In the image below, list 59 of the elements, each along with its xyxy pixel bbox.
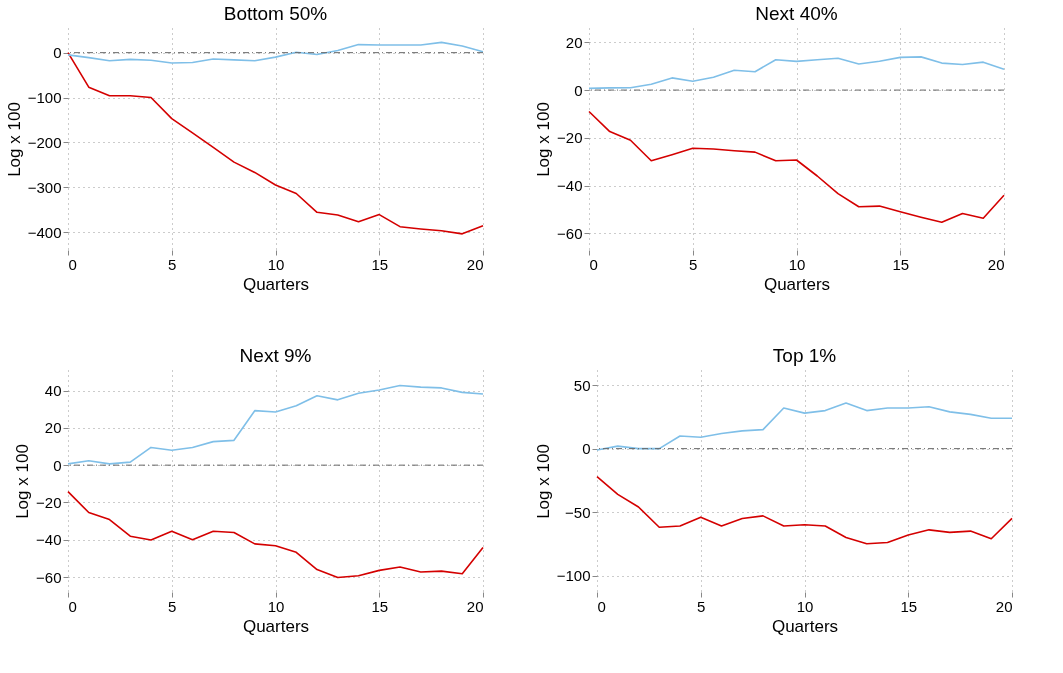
y-axis-title: Log x 100 — [4, 102, 24, 177]
x-tick-label: 15 — [892, 255, 910, 273]
x-tick-label: 10 — [788, 255, 806, 273]
y-tick-label: −200 — [27, 133, 62, 151]
chart-title: Top 1% — [772, 345, 837, 366]
y-tick-label: 0 — [53, 44, 62, 62]
y-tick-label: 20 — [44, 419, 62, 437]
y-axis-title: Log x 100 — [13, 444, 33, 519]
y-tick-label: −60 — [557, 224, 583, 242]
y-axis-title: Log x 100 — [534, 102, 554, 177]
x-tick-label: 20 — [995, 597, 1013, 615]
chart-title: Bottom 50% — [223, 3, 328, 24]
y-tick-label: 0 — [574, 81, 583, 99]
y-tick-label: −20 — [36, 493, 62, 511]
y-tick-label: 40 — [44, 382, 62, 400]
y-tick-label: −40 — [557, 177, 583, 195]
y-tick-label: −50 — [565, 503, 591, 521]
chart-title: Next 9% — [239, 345, 312, 366]
x-tick-label: 0 — [68, 255, 77, 273]
x-tick-label: 0 — [68, 597, 77, 615]
x-tick-label: 5 — [697, 597, 706, 615]
line-series — [67, 41, 484, 64]
x-tick-label: 20 — [466, 255, 484, 273]
x-tick-label: 5 — [689, 255, 698, 273]
x-tick-label: 10 — [267, 255, 285, 273]
x-axis-title: Quarters — [242, 274, 310, 294]
y-tick-label: 0 — [582, 440, 591, 458]
y-tick-label: 20 — [565, 33, 583, 51]
line-series — [67, 490, 484, 579]
x-axis-title: Quarters — [763, 274, 831, 294]
y-tick-label: −20 — [557, 129, 583, 147]
y-tick-label: −300 — [27, 178, 62, 196]
x-axis-title: Quarters — [771, 616, 839, 636]
x-tick-label: 10 — [267, 597, 285, 615]
y-tick-label: −40 — [36, 531, 62, 549]
x-tick-label: 20 — [987, 255, 1005, 273]
y-tick-label: −400 — [27, 223, 62, 241]
y-tick-label: −100 — [556, 567, 591, 585]
x-tick-label: 15 — [371, 255, 389, 273]
y-tick-label: 50 — [573, 376, 591, 394]
x-tick-label: 5 — [168, 597, 177, 615]
y-tick-label: 0 — [53, 456, 62, 474]
x-tick-label: 10 — [796, 597, 814, 615]
y-tick-label: −100 — [27, 89, 62, 107]
x-tick-label: 20 — [466, 597, 484, 615]
x-tick-label: 5 — [168, 255, 177, 273]
y-axis-title: Log x 100 — [533, 444, 553, 519]
x-tick-label: 15 — [371, 597, 389, 615]
line-series — [588, 110, 1005, 224]
y-tick-label: −60 — [36, 568, 62, 586]
line-series — [67, 384, 484, 465]
line-series — [588, 56, 1005, 90]
line-series — [67, 51, 484, 235]
line-series — [596, 402, 1013, 451]
x-tick-label: 15 — [900, 597, 918, 615]
x-axis-title: Quarters — [242, 616, 310, 636]
chart-title: Next 40% — [755, 3, 838, 24]
x-tick-label: 0 — [597, 597, 606, 615]
line-series — [596, 475, 1013, 545]
